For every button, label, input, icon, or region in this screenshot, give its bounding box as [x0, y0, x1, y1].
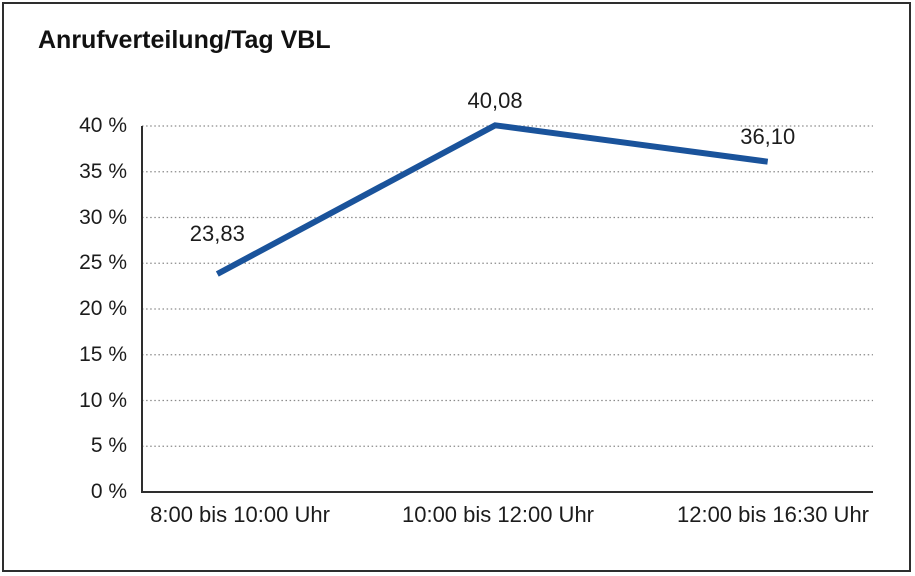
data-point-label: 40,08	[467, 88, 523, 114]
x-category-label: 8:00 bis 10:00 Uhr	[150, 502, 330, 527]
data-line-series	[215, 122, 769, 277]
y-tick-label: 10 %	[79, 388, 127, 412]
y-tick-label: 5 %	[90, 434, 127, 458]
data-point-label: 23,83	[189, 220, 245, 246]
y-tick-label: 15 %	[79, 342, 127, 366]
axis-lines	[141, 126, 873, 493]
x-category-label: 12:00 bis 16:30 Uhr	[676, 502, 870, 527]
y-tick-label: 0 %	[90, 480, 127, 503]
y-tick-label: 35 %	[79, 159, 127, 183]
y-tick-label: 25 %	[79, 251, 127, 275]
data-point-label: 36,10	[740, 123, 796, 149]
y-tick-label: 20 %	[79, 297, 127, 320]
chart-title: Anrufverteilung/Tag VBL	[38, 26, 331, 54]
y-tick-label: 30 %	[79, 205, 127, 229]
y-tick-label: 40 %	[79, 114, 127, 137]
x-category-label: 10:00 bis 12:00 Uhr	[401, 502, 595, 527]
